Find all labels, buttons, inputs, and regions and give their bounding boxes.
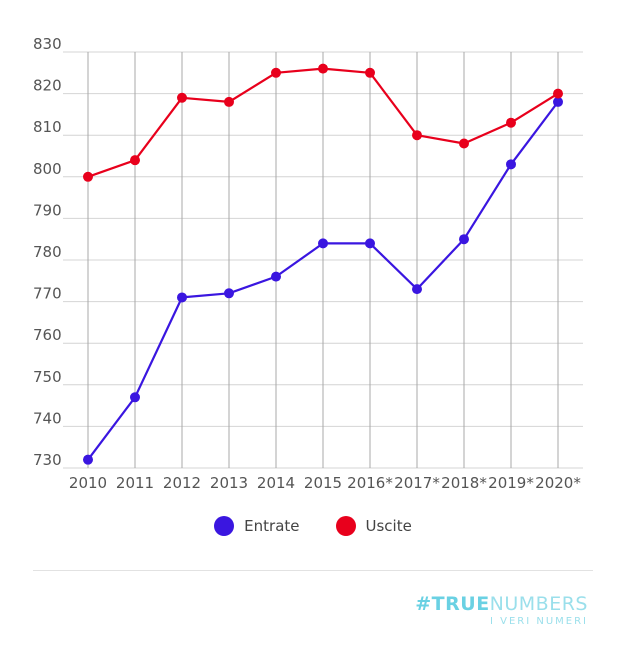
data-point-uscite: [83, 171, 93, 182]
data-point-entrate: [318, 238, 328, 249]
data-point-entrate: [224, 288, 234, 299]
data-point-entrate: [553, 96, 563, 107]
data-point-entrate: [459, 234, 469, 245]
y-tick-label: 740: [33, 409, 62, 427]
data-point-uscite: [177, 92, 187, 103]
y-tick-label: 750: [33, 368, 62, 386]
x-tick-label: 2019*: [488, 474, 534, 492]
data-point-uscite: [459, 138, 469, 149]
y-tick-label: 770: [33, 285, 62, 303]
x-tick-label: 2020*: [535, 474, 581, 492]
x-tick-label: 2012: [163, 474, 201, 492]
data-point-uscite: [271, 67, 281, 78]
y-tick-label: 760: [33, 326, 62, 344]
y-tick-label: 830: [33, 35, 62, 53]
brand-name-thin: NUMBERS: [489, 593, 588, 615]
legend-item-uscite[interactable]: Uscite: [335, 516, 412, 536]
data-point-entrate: [83, 454, 93, 465]
legend-item-entrate[interactable]: Entrate: [214, 516, 300, 536]
data-point-uscite: [365, 67, 375, 78]
legend-swatch-entrate: [214, 516, 235, 536]
legend-swatch-uscite: [335, 516, 356, 536]
data-point-uscite: [412, 130, 422, 141]
x-tick-label: 2010: [69, 474, 107, 492]
brand-tagline: I VERI NUMERI: [489, 616, 588, 627]
y-tick-label: 730: [33, 451, 62, 469]
brand-logo: #TRUENUMBERS I VERI NUMERI: [415, 594, 588, 627]
y-tick-label: 820: [33, 77, 62, 95]
x-tick-label: 2017*: [394, 474, 440, 492]
divider: [33, 570, 593, 571]
x-tick-label: 2015: [304, 474, 342, 492]
x-tick-label: 2018*: [441, 474, 487, 492]
y-tick-label: 810: [33, 118, 62, 136]
data-point-uscite: [130, 155, 140, 166]
data-point-entrate: [177, 292, 187, 303]
data-point-entrate: [506, 159, 516, 170]
data-point-uscite: [318, 63, 328, 74]
data-point-entrate: [365, 238, 375, 249]
x-tick-label: 2013: [210, 474, 248, 492]
data-point-entrate: [271, 271, 281, 282]
x-tick-label: 2011: [116, 474, 154, 492]
y-tick-label: 800: [33, 160, 62, 178]
data-point-entrate: [412, 284, 422, 295]
data-point-uscite: [553, 88, 563, 99]
x-tick-label: 2014: [257, 474, 295, 492]
legend-label-entrate: Entrate: [244, 517, 300, 535]
y-tick-label: 790: [33, 201, 62, 219]
legend-label-uscite: Uscite: [365, 517, 412, 535]
x-tick-label: 2016*: [347, 474, 393, 492]
brand-name-bold: #TRUE: [415, 593, 490, 615]
data-point-entrate: [130, 392, 140, 403]
line-chart: 730 740 750 760 770 780 790 800 810 820 830 2010 201…: [33, 35, 583, 492]
brand-name: #TRUENUMBERS: [415, 594, 588, 614]
data-point-uscite: [506, 117, 516, 128]
y-tick-label: 780: [33, 243, 62, 261]
data-point-uscite: [224, 96, 234, 107]
legend: Entrate Uscite: [0, 516, 626, 536]
